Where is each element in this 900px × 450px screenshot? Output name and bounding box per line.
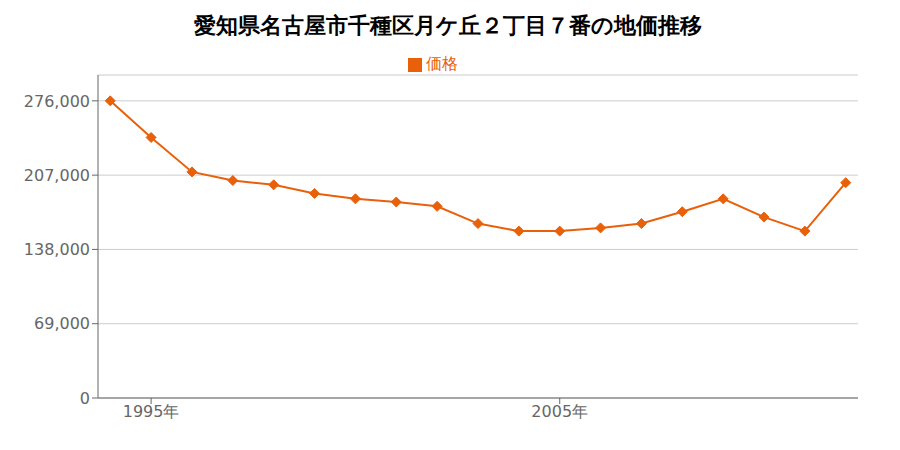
svg-text:1995年: 1995年 (123, 402, 180, 421)
svg-text:138,000: 138,000 (24, 240, 90, 259)
svg-text:0: 0 (80, 389, 90, 408)
html-text:愛知県名古屋市千種区月ケ丘２丁目７番の地価推移: 愛知県名古屋市千種区月ケ丘２丁目７番の地価推移 (194, 13, 702, 38)
svg-text:276,000: 276,000 (24, 92, 90, 111)
svg-text:69,000: 69,000 (34, 314, 90, 333)
html-text:価格: 価格 (426, 54, 458, 73)
svg-text:207,000: 207,000 (24, 166, 90, 185)
svg-text:2005年: 2005年 (531, 402, 588, 421)
